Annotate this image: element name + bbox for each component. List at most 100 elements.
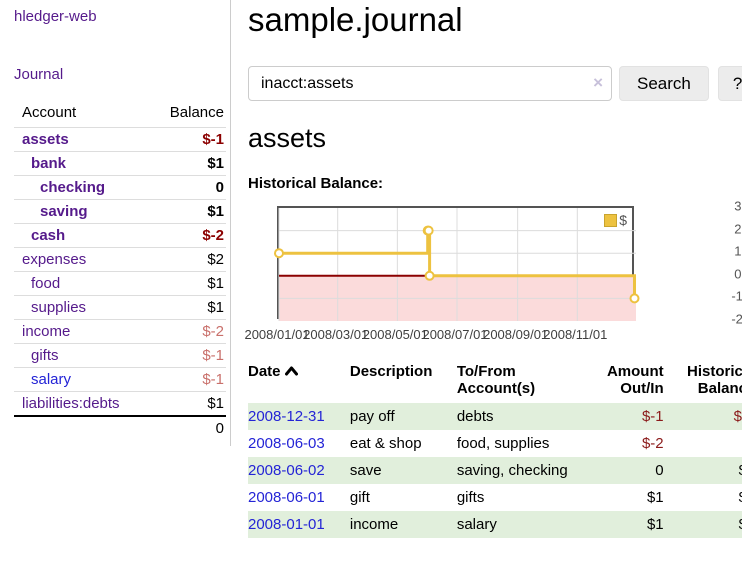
search-button[interactable]: Search xyxy=(619,66,709,101)
page-title: sample.journal xyxy=(248,1,463,38)
transaction-row: 2008-06-03 eat & shop food, supplies $-20 xyxy=(248,430,742,457)
account-balance: $-1 xyxy=(145,127,226,152)
account-row: bank $1 xyxy=(14,151,226,176)
chevron-up-icon xyxy=(284,363,298,380)
transaction-date-link[interactable]: 2008-12-31 xyxy=(248,408,325,425)
balance-step-line xyxy=(274,208,640,321)
transaction-amount: 0 xyxy=(589,457,666,484)
legend-series-label: $ xyxy=(619,212,627,228)
hledger-web-app: hledger-web Journal Account Balance asse… xyxy=(0,0,742,538)
account-balance: $1 xyxy=(145,151,226,176)
account-link-food[interactable]: food xyxy=(31,275,61,292)
help-button[interactable]: ? xyxy=(717,66,742,101)
sidebar-item-journal[interactable]: Journal xyxy=(14,66,64,83)
account-row: supplies $1 xyxy=(14,295,226,320)
x-tick-label: 2008/07/01 xyxy=(422,327,488,342)
y-tick-label: -1.0 xyxy=(731,288,742,304)
account-balance: $-1 xyxy=(145,367,226,392)
transaction-accounts: food, supplies xyxy=(456,435,550,452)
account-link-supplies[interactable]: supplies xyxy=(31,299,87,316)
x-tick-label: 2008/05/01 xyxy=(362,327,428,342)
balance-column-header: Balance xyxy=(169,104,224,121)
account-link-assets[interactable]: assets xyxy=(22,131,69,148)
chart-legend: $ xyxy=(602,211,629,229)
account-balance: $1 xyxy=(145,295,226,320)
account-column-header: Account xyxy=(22,104,77,121)
app-title[interactable]: hledger-web xyxy=(14,8,97,25)
transaction-amount: $-2 xyxy=(641,435,664,452)
transaction-balance: $-1 xyxy=(665,403,742,430)
transaction-description: income xyxy=(349,511,457,538)
date-column-header[interactable]: Date xyxy=(248,359,350,403)
transaction-accounts: gifts xyxy=(456,489,485,506)
y-tick-label: 3.0 xyxy=(734,198,742,214)
account-link-checking[interactable]: checking xyxy=(40,179,106,196)
transaction-accounts: saving, checking xyxy=(456,457,590,484)
account-balance: $1 xyxy=(145,199,226,224)
transaction-balance: $2 xyxy=(666,484,742,511)
balance-column-header-register: Historical Balance xyxy=(686,363,742,397)
balance-chart: 3.0 2.0 1.0 0.0 -1.0 -2.0 $ 2008/01/012008/03… xyxy=(244,198,742,344)
account-row: food $1 xyxy=(14,271,226,296)
account-link-gifts[interactable]: gifts xyxy=(31,347,59,364)
account-balance: $2 xyxy=(145,247,226,272)
account-link-salary[interactable]: salary xyxy=(31,371,72,388)
y-tick-label: 0.0 xyxy=(734,266,742,282)
account-balance: $-2 xyxy=(145,223,226,248)
chart-plot-area[interactable]: $ xyxy=(274,206,640,321)
account-link-liabilities-debts[interactable]: liabilities:debts xyxy=(22,395,120,412)
legend-swatch-icon xyxy=(604,213,618,227)
x-tick-label: 2008/09/01 xyxy=(483,327,549,342)
accounts-total-row: 0 xyxy=(14,415,226,440)
x-tick-label: 2008/11/01 xyxy=(543,327,608,342)
amount-column-header: Amount Out/In xyxy=(606,363,664,397)
transaction-description: eat & shop xyxy=(349,435,422,452)
accounts-table-header: Account Balance xyxy=(14,101,226,128)
transaction-balance: $1 xyxy=(665,511,742,538)
main-content: sample.journal × Search ? assets Histori… xyxy=(231,0,742,538)
transaction-description: pay off xyxy=(349,403,457,430)
account-row: cash $-2 xyxy=(14,223,226,248)
y-tick-label: 2.0 xyxy=(734,221,742,237)
register-header-row: Date Description To/From Account(s) Amou… xyxy=(248,359,742,403)
account-link-income[interactable]: income xyxy=(22,323,71,340)
transaction-amount: $-1 xyxy=(589,403,666,430)
accounts-table: Account Balance assets $-1 bank $1 checking 0… xyxy=(14,101,226,440)
sidebar: hledger-web Journal Account Balance asse… xyxy=(0,0,231,538)
x-tick-label: 2008/01/01 xyxy=(244,327,310,342)
account-balance: $-1 xyxy=(145,343,226,368)
account-link-saving[interactable]: saving xyxy=(40,203,88,220)
account-row: checking 0 xyxy=(14,175,226,200)
account-balance: $1 xyxy=(145,271,226,296)
sidebar-divider xyxy=(230,0,231,446)
transaction-date-link[interactable]: 2008-06-02 xyxy=(248,462,325,479)
account-row: liabilities:debts $1 xyxy=(14,391,226,416)
transaction-date-link[interactable]: 2008-01-01 xyxy=(248,516,325,533)
search-box: × xyxy=(248,66,612,101)
accounts-column-header: To/From Account(s) xyxy=(456,363,536,397)
account-heading: assets xyxy=(248,123,327,153)
transaction-amount: $1 xyxy=(589,511,666,538)
account-link-expenses[interactable]: expenses xyxy=(22,251,87,268)
account-row: salary $-1 xyxy=(14,367,226,392)
account-link-cash[interactable]: cash xyxy=(31,227,66,244)
transaction-balance: $2 xyxy=(665,457,742,484)
chart-heading: Historical Balance: xyxy=(248,175,384,192)
account-row: saving $1 xyxy=(14,199,226,224)
transaction-description: save xyxy=(349,457,457,484)
transaction-balance: 0 xyxy=(666,430,742,457)
transaction-date-link[interactable]: 2008-06-03 xyxy=(248,435,325,452)
account-link-bank[interactable]: bank xyxy=(31,155,67,172)
y-tick-label: -2.0 xyxy=(731,311,742,327)
x-tick-label: 2008/03/01 xyxy=(303,327,369,342)
clear-search-icon[interactable]: × xyxy=(593,73,603,92)
account-row: assets $-1 xyxy=(14,127,226,152)
search-input[interactable] xyxy=(248,66,612,101)
account-balance: 0 xyxy=(145,175,226,200)
transaction-date-link[interactable]: 2008-06-01 xyxy=(248,489,325,506)
search-bar: × Search ? xyxy=(248,66,742,101)
transaction-description: gift xyxy=(349,489,370,506)
